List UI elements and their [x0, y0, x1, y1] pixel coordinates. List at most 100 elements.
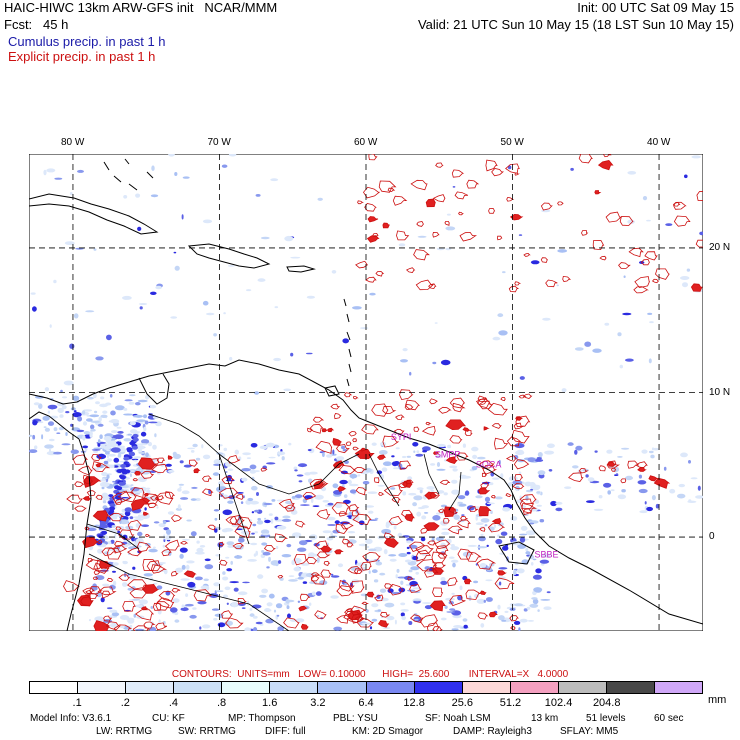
explicit-precip-contour — [298, 605, 308, 612]
cumulus-precip-cell — [43, 169, 47, 176]
cumulus-precip-cell — [290, 509, 298, 515]
explicit-precip-contour — [605, 211, 623, 223]
cumulus-precip-cell — [400, 359, 408, 363]
explicit-precip-contour — [218, 541, 225, 547]
cumulus-precip-cell — [120, 626, 125, 629]
cumulus-precip-cell — [123, 407, 128, 411]
cumulus-precip-cell — [519, 505, 526, 509]
cumulus-precip-cell — [362, 480, 370, 485]
cumulus-precip-cell — [263, 608, 272, 612]
station-label: SOCA — [476, 460, 502, 470]
cumulus-precip-cell — [327, 524, 337, 526]
cumulus-precip-cell — [397, 576, 407, 579]
cumulus-precip-cell — [377, 484, 385, 487]
cumulus-precip-cell — [371, 569, 378, 574]
cumulus-precip-cell — [477, 456, 486, 460]
cumulus-precip-cell — [118, 481, 125, 486]
coast-south-america — [29, 359, 703, 625]
cumulus-legend: Cumulus precip. in past 1 h — [8, 34, 166, 49]
cumulus-precip-cell — [252, 615, 258, 619]
longitude-label: 80 W — [60, 137, 85, 148]
cumulus-precip-cell — [257, 574, 264, 579]
cumulus-precip-cell — [646, 506, 653, 512]
explicit-precip-contour — [368, 154, 378, 161]
cumulus-precip-cell — [121, 470, 128, 475]
cumulus-precip-cell — [339, 521, 350, 525]
explicit-precip-contour — [193, 468, 201, 474]
explicit-precip-contour — [147, 502, 158, 509]
explicit-precip-contour — [653, 477, 671, 489]
cumulus-precip-cell — [286, 605, 290, 610]
cumulus-precip-cell — [574, 449, 578, 455]
explicit-precip-contour — [95, 462, 102, 468]
cumulus-precip-cell — [516, 568, 525, 574]
explicit-precip-contour — [581, 230, 589, 236]
cumulus-precip-cell — [221, 164, 228, 168]
explicit-precip-contour — [607, 461, 617, 467]
explicit-precip-contour — [117, 491, 137, 503]
cumulus-precip-cell — [112, 580, 117, 586]
longitude-label: 60 W — [354, 137, 378, 148]
explicit-precip-contour — [456, 519, 471, 529]
explicit-precip-contour — [146, 560, 162, 572]
cumulus-precip-cell — [445, 597, 455, 601]
cumulus-precip-cell — [199, 545, 206, 548]
explicit-precip-contour — [232, 542, 245, 549]
cumulus-precip-cell — [90, 420, 101, 423]
explicit-precip-contour — [429, 600, 446, 612]
cumulus-precip-cell — [532, 558, 537, 561]
cumulus-precip-cell — [249, 469, 257, 474]
explicit-precip-contour — [578, 154, 593, 164]
cumulus-precip-cell — [227, 544, 235, 548]
cumulus-precip-cell — [410, 566, 420, 571]
explicit-precip-contour — [459, 231, 478, 242]
cumulus-precip-cell — [85, 310, 95, 313]
cumulus-precip-cell — [638, 488, 648, 494]
cumulus-precip-cell — [148, 548, 158, 553]
cumulus-precip-cell — [61, 443, 71, 446]
cumulus-precip-cell — [231, 602, 238, 608]
cumulus-precip-cell — [406, 455, 411, 458]
cumulus-precip-cell — [623, 275, 626, 278]
cumulus-precip-cell — [268, 593, 275, 599]
cumulus-precip-cell — [137, 448, 142, 452]
explicit-precip-contour — [158, 591, 176, 602]
explicit-precip-contour — [429, 398, 438, 405]
cumulus-precip-cell — [603, 482, 612, 488]
cumulus-precip-cell — [322, 530, 332, 534]
cumulus-precip-cell — [407, 476, 413, 481]
cumulus-precip-cell — [105, 451, 110, 455]
explicit-precip-contour — [432, 194, 446, 203]
explicit-precip-contour — [156, 597, 175, 609]
cumulus-precip-cell — [452, 186, 456, 188]
cumulus-precip-cell — [124, 507, 132, 513]
explicit-precip-contour — [395, 414, 405, 420]
cumulus-precip-cell — [254, 509, 260, 513]
cumulus-precip-cell — [151, 165, 155, 171]
explicit-precip-contour — [399, 460, 412, 470]
cumulus-precip-cell — [177, 488, 182, 492]
cumulus-precip-cell — [530, 260, 540, 265]
cumulus-precip-cell — [152, 444, 157, 450]
cumulus-precip-cell — [532, 574, 542, 580]
cumulus-precip-cell — [330, 573, 334, 576]
cumulus-precip-cell — [226, 602, 229, 605]
cumulus-precip-cell — [430, 489, 435, 492]
cumulus-precip-cell — [139, 486, 147, 492]
cumulus-precip-cell — [363, 486, 366, 489]
cumulus-precip-cell — [203, 578, 209, 582]
cumulus-precip-cell — [173, 453, 181, 460]
explicit-precip-contour — [312, 416, 325, 423]
cumulus-precip-cell — [121, 498, 130, 501]
cumulus-precip-cell — [265, 442, 276, 448]
explicit-precip-contour — [74, 505, 87, 512]
cumulus-precip-cell — [109, 609, 118, 613]
coast-hispaniola — [187, 243, 271, 269]
cumulus-precip-cell — [61, 405, 67, 410]
cumulus-precip-cell — [371, 618, 378, 622]
cumulus-precip-cell — [300, 562, 310, 566]
cumulus-precip-cell — [368, 510, 374, 514]
explicit-precip-contour — [225, 516, 238, 525]
footer-item: SW: RRTMG — [178, 726, 236, 737]
explicit-precip-contour — [156, 457, 165, 463]
